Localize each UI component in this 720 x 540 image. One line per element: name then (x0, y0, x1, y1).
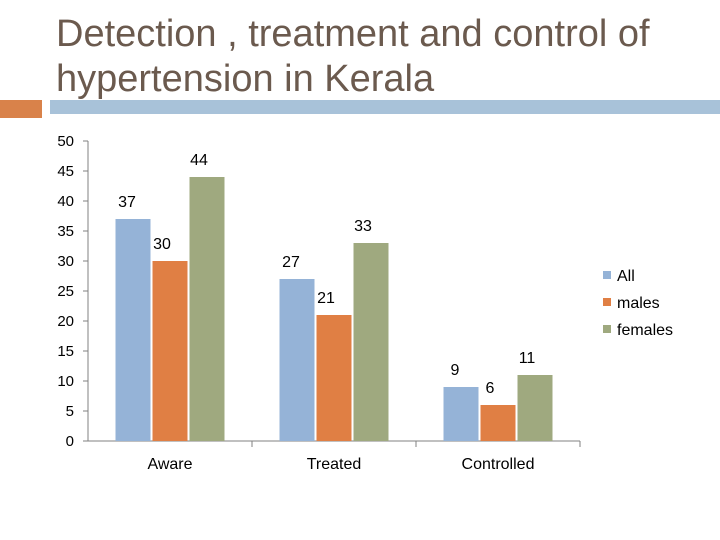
chart-bars (115, 177, 553, 441)
y-tick-label: 0 (66, 433, 74, 450)
legend-label-females: females (617, 322, 673, 339)
y-tick-label: 45 (57, 163, 74, 180)
y-tick-label: 25 (57, 283, 74, 300)
title-underline (50, 100, 720, 114)
data-label: 6 (486, 380, 495, 397)
chart-legend: All males females (603, 268, 673, 339)
bar-All-aware (115, 219, 151, 441)
x-category-label: Treated (307, 456, 362, 473)
x-category-label: Controlled (462, 456, 535, 473)
data-label: 9 (451, 362, 460, 379)
legend-swatch-females (603, 325, 611, 333)
bar-females-controlled (517, 375, 553, 441)
x-category-label: Aware (147, 456, 192, 473)
y-tick-label: 15 (57, 343, 74, 360)
data-label: 21 (317, 290, 335, 307)
bar-All-controlled (443, 387, 479, 441)
data-label: 33 (354, 218, 372, 235)
bar-females-aware (189, 177, 225, 441)
slide-title: Detection , treatment and control of hyp… (56, 13, 650, 100)
y-tick-label: 40 (57, 193, 74, 210)
data-label: 11 (519, 350, 536, 367)
y-tick-label: 20 (57, 313, 74, 330)
bar-females-treated (353, 243, 389, 441)
legend-swatch-males (603, 298, 611, 306)
data-label: 37 (118, 194, 136, 211)
legend-swatch-All (603, 271, 611, 279)
bar-males-controlled (480, 405, 516, 441)
title-accent-bar (0, 100, 42, 118)
y-tick-label: 30 (57, 253, 74, 270)
bar-males-aware (152, 261, 188, 441)
y-tick-label: 50 (57, 133, 74, 150)
y-tick-label: 10 (57, 373, 74, 390)
y-tick-label: 35 (57, 223, 74, 240)
data-label: 30 (153, 236, 171, 253)
legend-label-males: males (617, 295, 660, 312)
bar-males-treated (316, 315, 352, 441)
bar-All-treated (279, 279, 315, 441)
chart-data-labels: 37 30 44 27 21 33 9 6 11 (118, 152, 535, 397)
data-label: 44 (190, 152, 208, 169)
data-label: 27 (282, 254, 300, 271)
legend-label-All: All (617, 268, 635, 285)
y-tick-label: 5 (66, 403, 74, 420)
